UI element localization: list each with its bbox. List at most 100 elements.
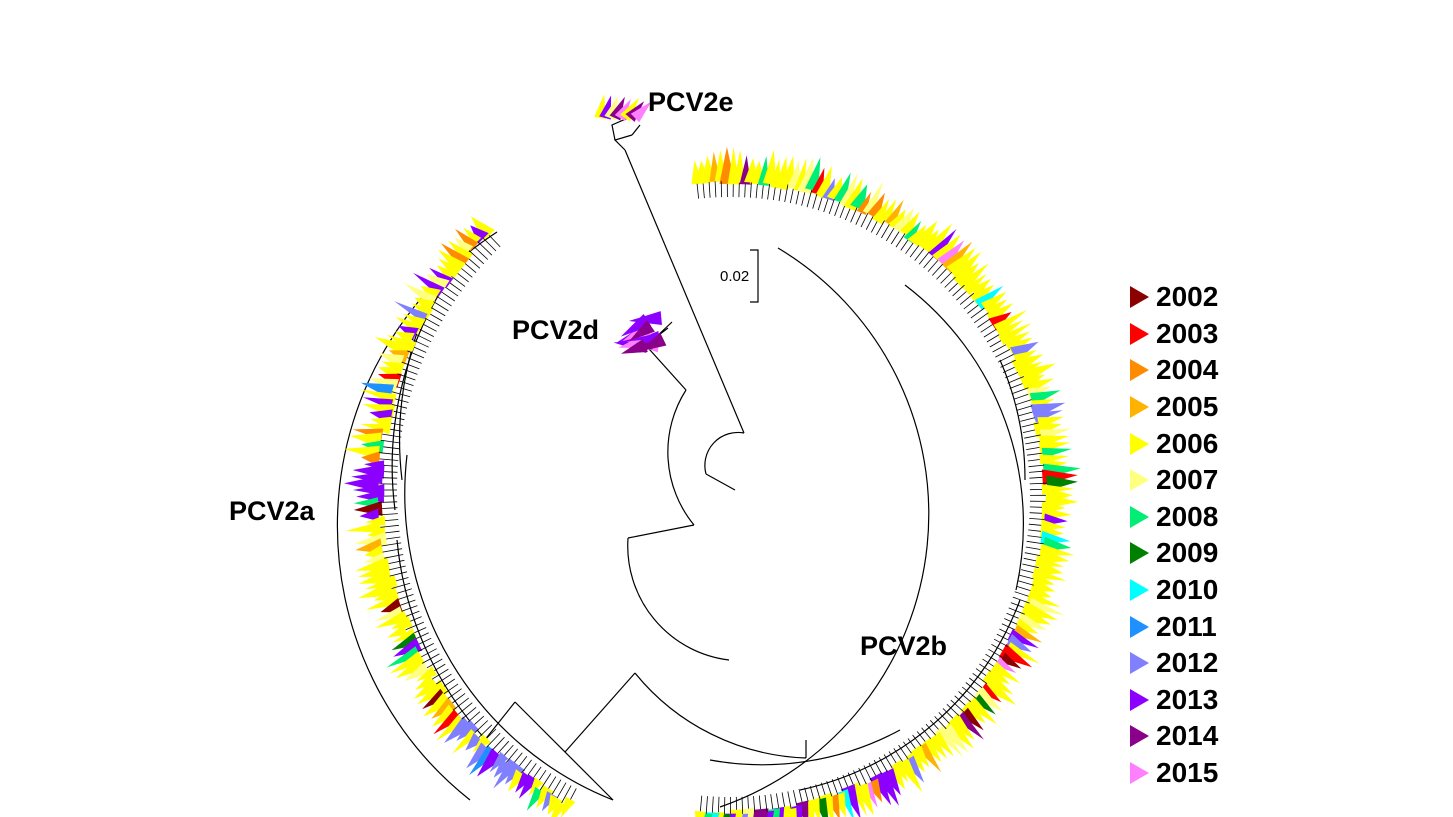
branch-tip	[492, 736, 505, 751]
pcv2b-tip	[912, 220, 938, 250]
branch-tip	[977, 318, 991, 328]
legend-triangle-icon	[1130, 725, 1149, 748]
pcv2a-tip	[414, 297, 436, 315]
branch-tip	[952, 284, 965, 297]
legend-triangle-icon	[1130, 505, 1149, 528]
branch-tip	[986, 334, 1000, 343]
branch-tip	[1022, 429, 1036, 433]
pcv2b-tip	[909, 744, 930, 768]
branch-tip	[548, 776, 557, 789]
branch-tip	[853, 770, 861, 786]
branch-tip	[798, 788, 803, 803]
branch-tip	[914, 248, 925, 261]
branch-tip	[855, 212, 862, 225]
branch-tip	[1028, 464, 1045, 468]
pcv2b-tip	[796, 800, 809, 817]
pcv2a-tip	[466, 742, 492, 769]
pcv2a-tip	[365, 515, 386, 526]
branch-tip	[764, 794, 768, 812]
branch-tip	[1002, 366, 1015, 373]
branch-tip	[744, 184, 746, 198]
pcv2b-tip	[1005, 642, 1040, 664]
pcv2a-tip	[417, 679, 449, 705]
pcv2a-tip	[413, 678, 440, 699]
branch-tip	[934, 716, 947, 730]
branch-tip	[1023, 557, 1037, 562]
pcv2b-tip	[966, 697, 998, 725]
pcv2a-tip	[438, 258, 462, 278]
legend-label: 2014	[1156, 720, 1219, 752]
branch-tip	[521, 759, 532, 774]
branch-tip	[468, 258, 481, 269]
pcv2b-tip	[867, 192, 885, 220]
root-stem	[705, 473, 736, 491]
branch-tip	[1021, 422, 1039, 428]
branch-tip	[1016, 585, 1031, 591]
legend-item-2006: 2006	[1128, 425, 1268, 462]
legend-item-2002: 2002	[1128, 279, 1268, 316]
branch-tip	[921, 727, 932, 739]
pcv2a-tip	[359, 508, 380, 522]
branch-tip	[395, 577, 409, 582]
inner-arc-b	[627, 537, 730, 661]
pcv2a-tip	[526, 787, 545, 811]
branch-tip	[467, 711, 481, 723]
pcv2b-tip	[900, 211, 920, 237]
branch-tip	[416, 632, 429, 639]
branch-tip	[718, 796, 720, 813]
branch-tip	[1000, 359, 1016, 368]
pcv2b-tip	[694, 810, 706, 817]
legend-label: 2005	[1156, 391, 1219, 423]
branch-tip	[414, 346, 427, 353]
branch-tip	[839, 205, 845, 219]
legend-item-2011: 2011	[1128, 608, 1268, 645]
branch-tip	[795, 191, 800, 205]
branch-tip	[876, 220, 885, 236]
branch-tip	[865, 216, 874, 230]
branch-tip	[388, 559, 405, 564]
branch-tip	[422, 653, 440, 664]
pcv2a-tip	[455, 228, 479, 252]
branch-tip	[421, 648, 437, 658]
branch-tip	[970, 307, 985, 319]
branch-tip	[461, 268, 473, 278]
legend-triangle-icon	[1130, 286, 1149, 309]
branch-tip	[384, 554, 404, 559]
legend-label: 2013	[1156, 683, 1219, 715]
branch-tip	[415, 333, 432, 343]
pcv2b-tip	[856, 191, 872, 215]
branch-tip	[399, 380, 414, 386]
branch-tip	[961, 686, 977, 699]
pcv2b-tip	[884, 199, 904, 228]
branch-tip	[1008, 607, 1025, 615]
branch-tip	[391, 404, 408, 409]
pcv2b-tip	[1027, 597, 1065, 616]
branch-tip	[426, 658, 443, 669]
branch-tip	[379, 458, 399, 461]
branch-tip	[903, 741, 912, 754]
pcv2b-arc-4	[999, 359, 1026, 481]
branch-tip	[383, 446, 400, 450]
branch-tip	[477, 241, 493, 256]
branch-tip	[767, 183, 770, 200]
pcv2b-tip	[952, 263, 980, 289]
branch-tip	[755, 184, 758, 199]
legend-label: 2008	[1156, 500, 1219, 532]
branch-tip	[434, 663, 446, 671]
pcv2b-tip	[1012, 624, 1043, 643]
branch-tip	[478, 724, 493, 738]
mid-arc-b	[634, 672, 807, 759]
branch-tip	[967, 304, 979, 314]
branch-tip	[1019, 574, 1034, 580]
branch-tip	[781, 792, 785, 807]
branch-tip	[1001, 623, 1015, 631]
branch-tip	[932, 263, 943, 276]
pcv2b-tip	[963, 273, 987, 296]
branch-tip	[806, 189, 813, 208]
pcv2b-tip	[903, 220, 922, 244]
branch-tip	[820, 782, 826, 796]
pcv2b-tip	[923, 223, 953, 257]
pcv2a-tip	[454, 237, 474, 256]
pcv2b-tip	[762, 150, 777, 185]
